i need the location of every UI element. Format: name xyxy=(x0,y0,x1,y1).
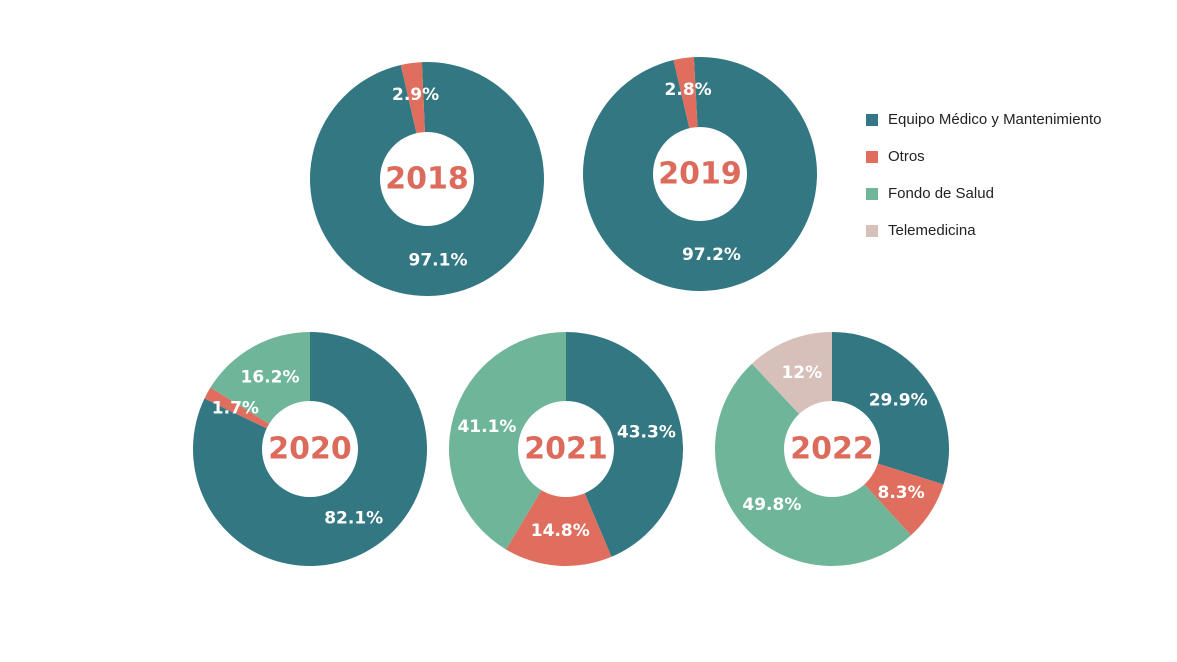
legend-item-telemedicina: Telemedicina xyxy=(866,212,1101,249)
year-label: 2018 xyxy=(385,162,469,197)
donut-hole xyxy=(518,401,614,497)
donut-2021: 43.3% 14.8% 41.1% 2021 xyxy=(449,332,684,566)
data-label: 2.9% xyxy=(392,85,439,105)
donut-2019: 97.2% 2.8% 2019 xyxy=(583,57,818,291)
donut-hole xyxy=(262,401,358,497)
year-label: 2020 xyxy=(268,432,352,467)
year-label: 2019 xyxy=(658,157,742,192)
data-label: 49.8% xyxy=(742,495,801,515)
legend-swatch xyxy=(866,113,878,126)
data-label: 82.1% xyxy=(324,508,383,528)
slice-otros xyxy=(506,449,612,566)
data-label: 14.8% xyxy=(531,521,590,541)
slice-fondo-de-salud xyxy=(449,332,566,550)
slice-equipo-medico-y-mantenimiento xyxy=(566,332,684,557)
data-label: 2.8% xyxy=(665,80,712,100)
data-label: 8.3% xyxy=(878,483,925,503)
donut-hole xyxy=(380,132,474,226)
data-label: 41.1% xyxy=(457,417,516,437)
legend-swatch xyxy=(866,224,878,237)
legend-swatch xyxy=(866,187,878,200)
donut-2020: 82.1% 1.7% 16.2% 2020 xyxy=(193,332,427,566)
data-label: 29.9% xyxy=(869,391,928,411)
donut-2018: 97.1% 2.9% 2018 xyxy=(310,62,545,297)
legend: Equipo Médico y Mantenimiento Otros Fond… xyxy=(866,101,1101,249)
legend-item-otros: Otros xyxy=(866,138,1101,175)
donut-2022: 29.9% 8.3% 49.8% 12% 2022 xyxy=(714,332,949,567)
data-label: 43.3% xyxy=(617,423,676,443)
data-label: 97.2% xyxy=(682,245,741,265)
legend-label: Equipo Médico y Mantenimiento xyxy=(888,111,1102,128)
year-label: 2021 xyxy=(524,432,608,467)
legend-swatch xyxy=(866,150,878,163)
legend-label: Otros xyxy=(888,148,925,165)
donut-hole xyxy=(784,401,880,497)
data-label: 16.2% xyxy=(241,367,300,387)
legend-item-fondo-de-salud: Fondo de Salud xyxy=(866,175,1101,212)
data-label: 1.7% xyxy=(212,398,259,418)
legend-label: Telemedicina xyxy=(888,222,976,239)
legend-label: Fondo de Salud xyxy=(888,185,994,202)
donut-hole xyxy=(653,127,747,221)
data-label: 97.1% xyxy=(409,250,468,270)
year-label: 2022 xyxy=(790,432,874,467)
legend-item-equipo-medico: Equipo Médico y Mantenimiento xyxy=(866,101,1101,138)
data-label: 12% xyxy=(781,363,822,383)
